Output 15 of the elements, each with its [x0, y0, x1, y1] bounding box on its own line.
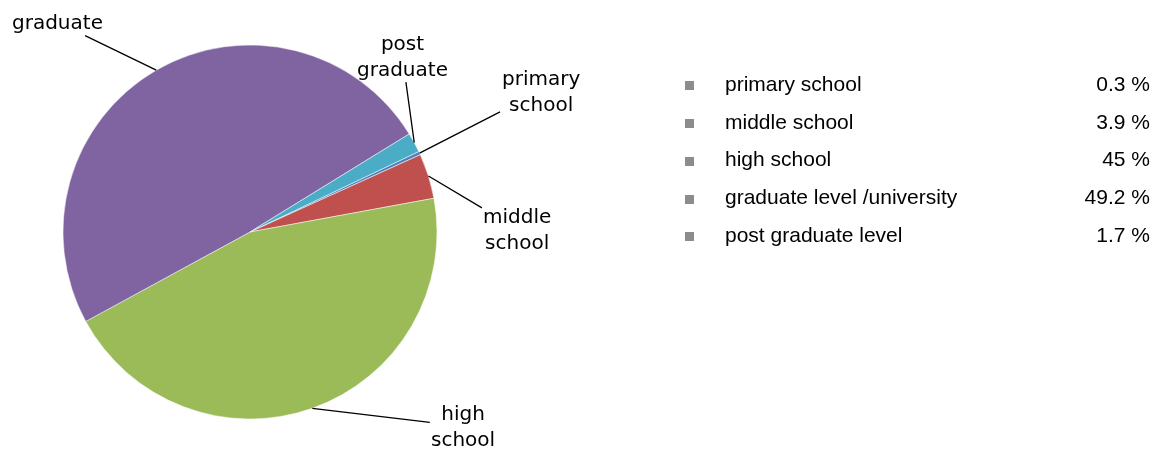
text: post graduate level: [725, 222, 904, 247]
text: 3.9 %: [1095, 109, 1150, 134]
text: graduate level /university: [725, 185, 959, 210]
text: 49.2 %: [1083, 185, 1150, 210]
text: high school: [725, 147, 833, 172]
text: primary school: [725, 71, 863, 96]
text: middle school: [725, 109, 855, 134]
slice-label: post graduate: [357, 31, 448, 81]
text: 0.3 %: [1095, 71, 1150, 96]
slice-label: graduate: [12, 10, 103, 34]
slice-label: middle school: [483, 204, 552, 254]
text: 1.7 %: [1095, 222, 1150, 247]
slice-label: high school: [431, 401, 496, 451]
slice-label: primary school: [502, 66, 581, 116]
text: 45 %: [1101, 147, 1150, 172]
